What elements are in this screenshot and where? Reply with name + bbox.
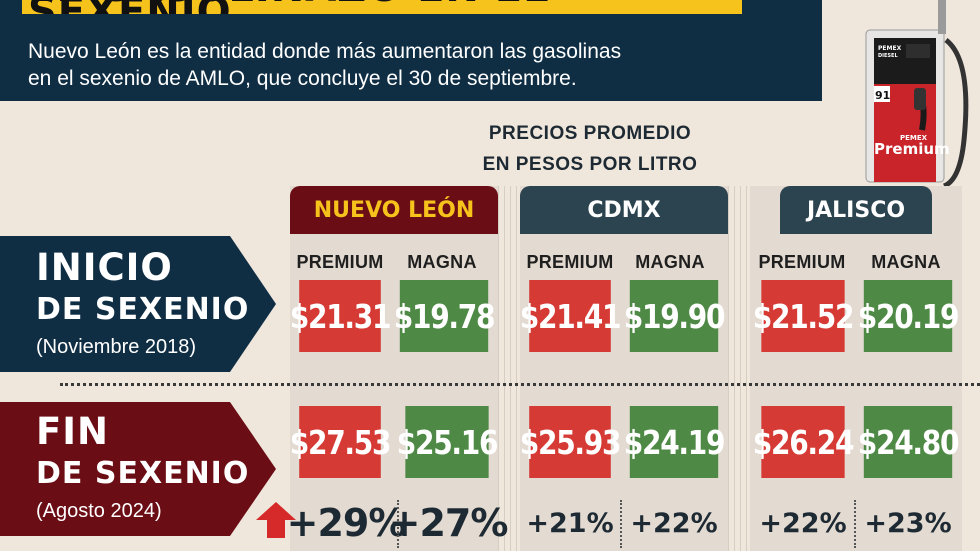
row-subtitle-end: DE SEXENIO bbox=[36, 456, 250, 491]
cdmx-end-premium: $25.93 bbox=[520, 406, 622, 478]
state-tab-cdmx: CDMX bbox=[520, 186, 728, 234]
fuel-pump-icon: PEMEX DIESEL 91 PEMEX Premium bbox=[865, 0, 969, 189]
pump-product: Premium bbox=[874, 140, 950, 158]
row-note-start: (Noviembre 2018) bbox=[36, 336, 197, 358]
headline: EL GASOLINAZO EN EL SEXENIO bbox=[22, 0, 742, 14]
cdmx-end-magna: $24.19 bbox=[624, 406, 726, 478]
row-subtitle-start: DE SEXENIO bbox=[36, 292, 250, 327]
row-label-end: FIN DE SEXENIO (Agosto 2024) bbox=[0, 402, 278, 536]
cdmx-start-magna: $19.90 bbox=[624, 280, 726, 352]
panel-nuevo-leon bbox=[290, 186, 498, 551]
premium-label: PREMIUM bbox=[758, 252, 846, 272]
pump-octane: 91 bbox=[875, 89, 890, 102]
nl-end-magna: $25.16 bbox=[397, 406, 499, 478]
subtitle-line-2: en el sexenio de AMLO, que concluye el 3… bbox=[28, 67, 577, 90]
cdmx-pct-magna: +22% bbox=[630, 507, 718, 539]
svg-text:PEMEX: PEMEX bbox=[878, 45, 902, 52]
magna-label: MAGNA bbox=[871, 252, 941, 272]
jal-end-magna: $24.80 bbox=[858, 406, 960, 478]
row-arrow-start bbox=[0, 236, 276, 372]
jal-pct-magna: +23% bbox=[864, 507, 952, 539]
svg-text:DIESEL: DIESEL bbox=[878, 53, 898, 59]
caption-line-1: PRECIOS PROMEDIO bbox=[488, 123, 692, 144]
panel-cdmx bbox=[520, 186, 728, 551]
pct-divider bbox=[397, 500, 399, 548]
row-arrow-end bbox=[0, 402, 276, 536]
nl-pct-premium: +29% bbox=[286, 501, 407, 545]
header-banner: EL GASOLINAZO EN EL SEXENIO Nuevo León e… bbox=[0, 0, 822, 101]
jal-pct-premium: +22% bbox=[759, 507, 847, 539]
row-divider bbox=[60, 383, 980, 386]
subtitle: Nuevo León es la entidad donde más aumen… bbox=[28, 38, 808, 92]
panel-jalisco bbox=[750, 186, 962, 551]
nl-start-premium: $21.31 bbox=[290, 280, 392, 352]
premium-label: PREMIUM bbox=[296, 252, 384, 272]
pump-brand: PEMEX bbox=[900, 134, 928, 142]
nl-start-magna: $19.78 bbox=[394, 280, 496, 352]
row-title-end: FIN bbox=[36, 410, 110, 453]
state-tab-nuevo-leon: NUEVO LEÓN bbox=[290, 186, 498, 234]
cdmx-pct-premium: +21% bbox=[526, 507, 614, 539]
nl-pct-magna: +27% bbox=[388, 501, 509, 545]
jal-end-premium: $26.24 bbox=[753, 406, 855, 478]
jal-start-premium: $21.52 bbox=[753, 280, 855, 352]
state-tab-jalisco: JALISCO bbox=[780, 186, 932, 234]
subtitle-line-1: Nuevo León es la entidad donde más aumen… bbox=[28, 40, 622, 63]
caption-line-2: EN PESOS POR LITRO bbox=[482, 154, 698, 175]
premium-label: PREMIUM bbox=[526, 252, 614, 272]
pct-divider bbox=[854, 500, 856, 548]
nl-end-premium: $27.53 bbox=[290, 406, 392, 478]
cdmx-start-premium: $21.41 bbox=[520, 280, 622, 352]
row-note-end: (Agosto 2024) bbox=[36, 500, 162, 522]
magna-label: MAGNA bbox=[635, 252, 705, 272]
price-caption: PRECIOS PROMEDIO EN PESOS POR LITRO bbox=[380, 118, 800, 180]
pct-divider bbox=[620, 500, 622, 548]
increase-arrow-icon bbox=[256, 502, 296, 538]
row-label-start: INICIO DE SEXENIO (Noviembre 2018) bbox=[0, 236, 278, 372]
row-title-start: INICIO bbox=[36, 246, 173, 289]
jal-start-magna: $20.19 bbox=[858, 280, 960, 352]
magna-label: MAGNA bbox=[407, 252, 477, 272]
